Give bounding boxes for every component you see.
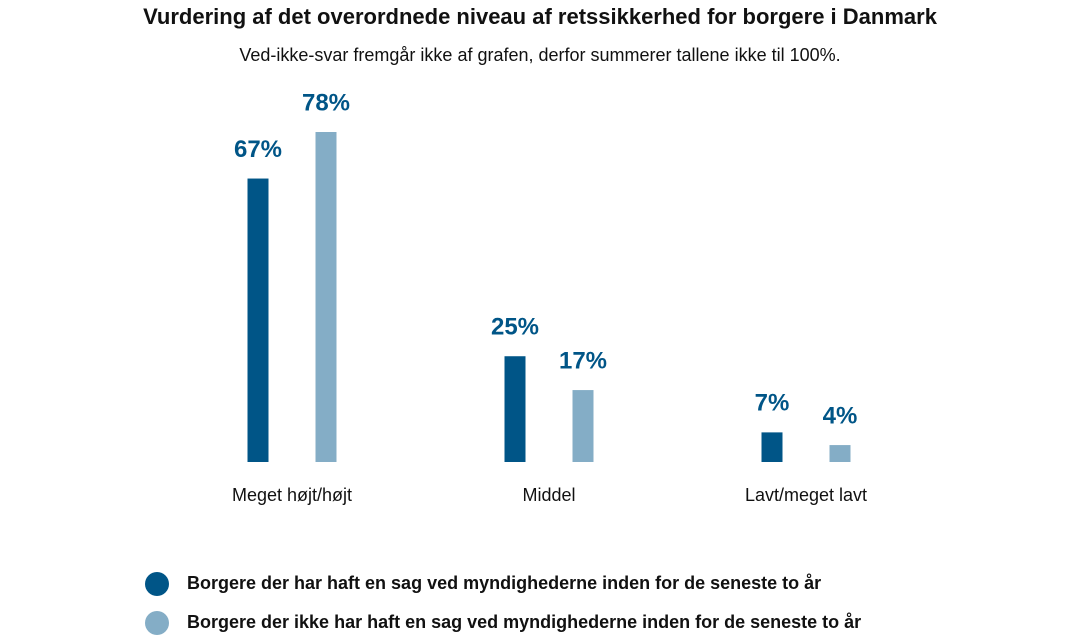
- value-label: 7%: [755, 390, 790, 417]
- bar: [761, 432, 783, 462]
- value-label: 4%: [823, 402, 858, 429]
- value-label: 67%: [234, 136, 282, 163]
- x-tick-label: Meget højt/højt: [232, 485, 352, 505]
- chart-subtitle: Ved-ikke-svar fremgår ikke af grafen, de…: [239, 45, 840, 65]
- chart-title: Vurdering af det overordnede niveau af r…: [143, 4, 938, 29]
- bar: [315, 132, 337, 462]
- x-tick-label: Lavt/meget lavt: [745, 485, 867, 505]
- bar: [247, 178, 269, 463]
- value-label: 17%: [559, 347, 607, 374]
- bar: [572, 390, 594, 462]
- value-label: 78%: [302, 89, 350, 116]
- x-tick-label: Middel: [522, 485, 575, 505]
- value-label: 25%: [491, 314, 539, 341]
- bar: [829, 445, 851, 462]
- legend-marker: [145, 572, 169, 596]
- legend-label: Borgere der har haft en sag ved myndighe…: [187, 573, 821, 593]
- bar: [504, 356, 526, 462]
- legend-label: Borgere der ikke har haft en sag ved myn…: [187, 612, 861, 632]
- legend-marker: [145, 611, 169, 635]
